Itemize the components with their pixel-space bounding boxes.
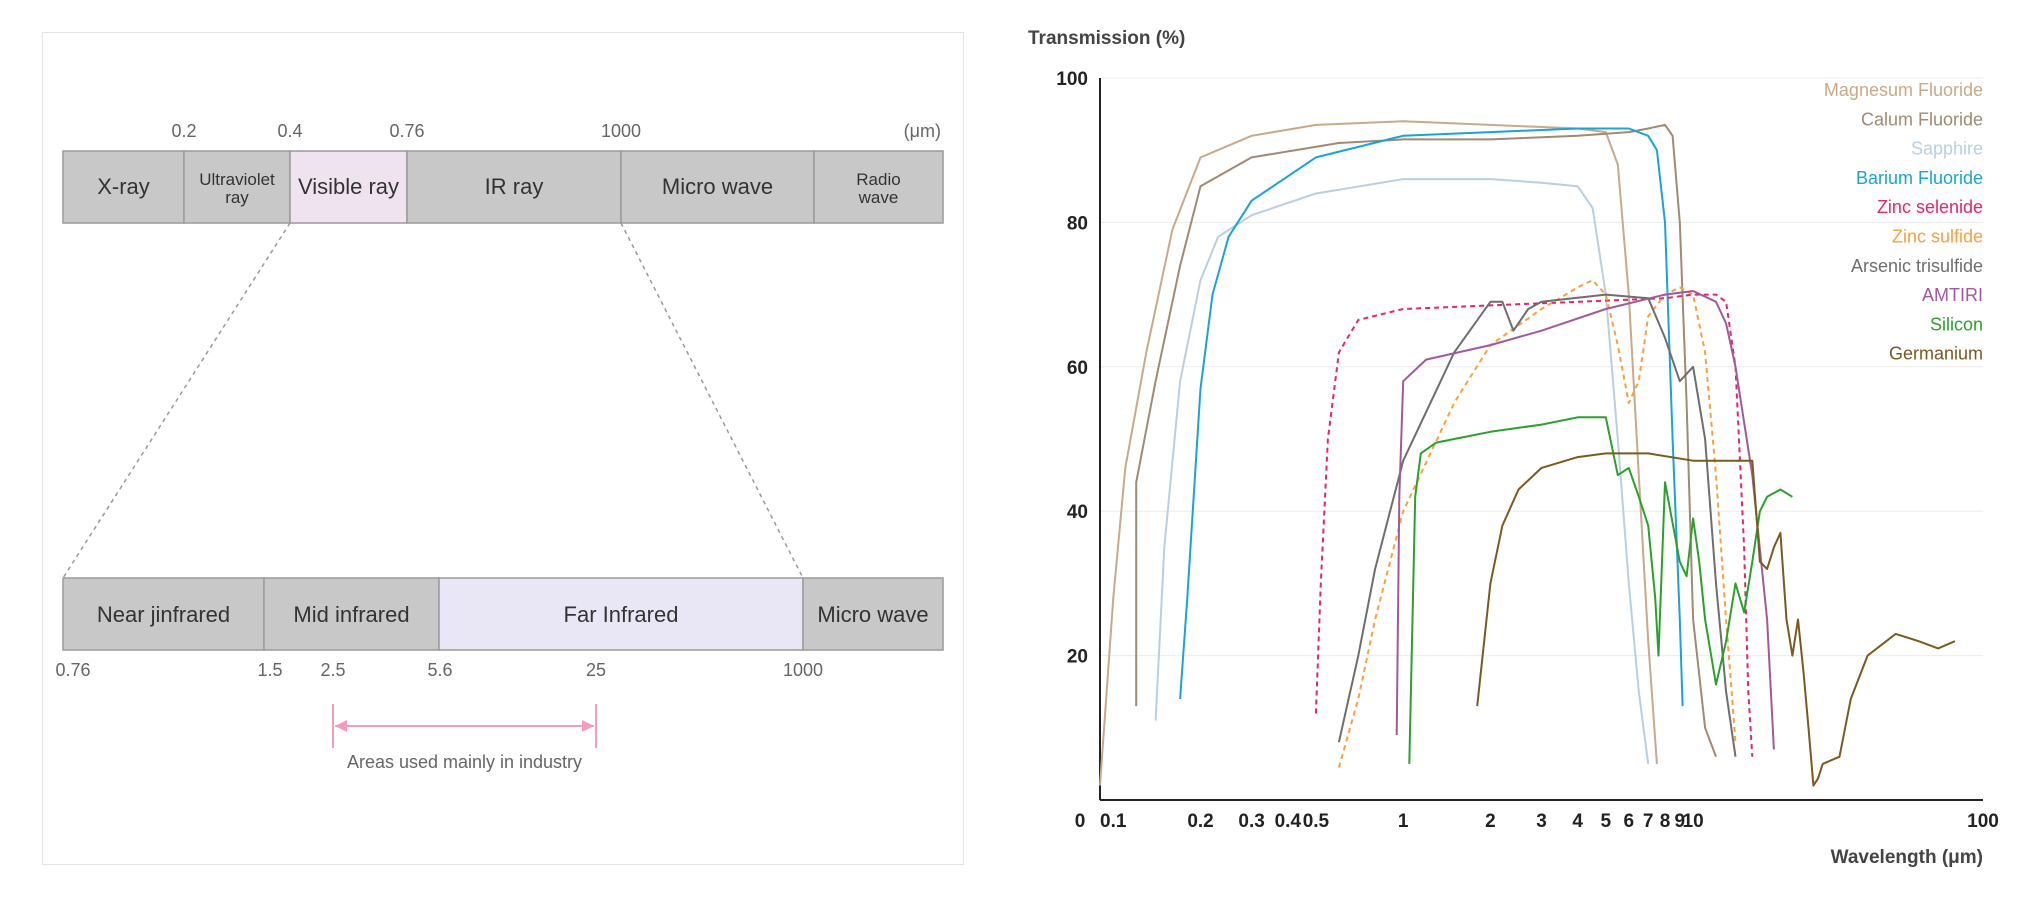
zoom-guide-line-left [62, 222, 291, 579]
x-tick-label: 0.1 [1100, 811, 1127, 832]
x-tick-label: 8 [1660, 811, 1671, 832]
band-far-infrared [438, 577, 804, 651]
legend-entry-silicon: Silicon [1930, 314, 1983, 334]
x-tick-label: 4 [1572, 811, 1583, 832]
top-scale-tick-label: 0.76 [389, 121, 424, 141]
band-label: Ultraviolet [199, 170, 275, 189]
industry-range-label: Areas used mainly in industry [347, 752, 582, 772]
series-line-zinc-selenide [1314, 293, 1754, 757]
legend-entry-barium-fluoride: Barium Fluoride [1856, 168, 1983, 188]
bottom-scale-tick-label: 1000 [783, 660, 823, 680]
legend-entry-zinc-sulfide: Zinc sulfide [1892, 227, 1983, 247]
band-radio-wave [813, 150, 944, 224]
bottom-scale-tick-label: 25 [586, 660, 606, 680]
legend-entry-magnesum-fluoride: Magnesum Fluoride [1824, 80, 1983, 100]
y-axis-title: Transmission (%) [1028, 28, 1185, 49]
industry-range-arrowhead-left [335, 720, 347, 732]
band-x-ray [62, 150, 185, 224]
x-tick-label: 3 [1536, 811, 1547, 832]
x-tick-label: 2 [1485, 811, 1496, 832]
x-tick-label: 0.5 [1303, 811, 1330, 832]
top-scale-tick-label: 1000 [601, 121, 641, 141]
x-tick-label: 6 [1623, 811, 1634, 832]
legend-entry-amtiri: AMTIRI [1922, 285, 1983, 305]
band-label: wave [858, 188, 899, 207]
x-tick-label: 0.2 [1187, 811, 1213, 832]
series-line-amtiri [1395, 290, 1775, 750]
x-tick-label: 100 [1967, 811, 1999, 832]
band-label: Micro wave [662, 174, 773, 199]
spectrum-diagram-panel: 0.2 0.4 0.76 1000 (μm) X-ray Ultraviolet ray Vis… [42, 32, 964, 865]
band-ultraviolet-ray [183, 150, 291, 224]
legend-entry-sapphire: Sapphire [1911, 139, 1983, 159]
x-tick-label: 0.4 [1275, 811, 1302, 832]
x-tick-label: 10 [1683, 811, 1704, 832]
band-micro-wave [802, 577, 944, 651]
band-label: ray [225, 188, 249, 207]
band-label: Micro wave [817, 602, 928, 627]
x-tick-label: 0 [1075, 811, 1086, 832]
series-line-calum-fluoride [1135, 123, 1717, 758]
band-label: Visible ray [298, 174, 399, 199]
bottom-scale-tick-label: 5.6 [427, 660, 452, 680]
band-visible-ray [289, 150, 408, 224]
y-tick-label: 20 [1067, 647, 1088, 668]
x-tick-label: 5 [1601, 811, 1612, 832]
series-line-germanium [1476, 452, 1956, 787]
x-tick-label: 1 [1398, 811, 1409, 832]
band-label: Far Infrared [564, 602, 679, 627]
legend-entry-arsenic-trisulfide: Arsenic trisulfide [1851, 256, 1983, 276]
band-micro-wave [620, 150, 815, 224]
y-tick-label: 60 [1067, 358, 1088, 379]
band-label: Radio [856, 170, 900, 189]
top-scale-unit-label: (μm) [904, 121, 941, 141]
series-line-magnesum-fluoride [1099, 120, 1658, 786]
series-line-silicon [1408, 416, 1793, 764]
legend-entry-calum-fluoride: Calum Fluoride [1861, 109, 1983, 129]
band-mid-infrared [263, 577, 440, 651]
bottom-scale-tick-label: 1.5 [257, 660, 282, 680]
series-line-zinc-sulfide [1337, 279, 1737, 768]
series-line-sapphire [1154, 178, 1650, 765]
top-scale-tick-label: 0.4 [277, 121, 302, 141]
y-tick-label: 100 [1056, 69, 1088, 90]
zoom-guide-line-right [620, 222, 804, 579]
band-label: IR ray [485, 174, 544, 199]
band-near-jinfrared [62, 577, 265, 651]
legend-entry-germanium: Germanium [1889, 344, 1983, 364]
x-tick-label: 9 [1675, 811, 1686, 832]
y-tick-label: 40 [1067, 502, 1088, 523]
bottom-scale-tick-label: 2.5 [320, 660, 345, 680]
band-label: Mid infrared [293, 602, 409, 627]
series-line-barium-fluoride [1179, 127, 1684, 707]
industry-range-arrowhead-right [582, 720, 594, 732]
legend-entry-zinc-selenide: Zinc selenide [1877, 197, 1983, 217]
band-label: X-ray [97, 174, 150, 199]
x-tick-label: 0.3 [1238, 811, 1264, 832]
top-scale-tick-label: 0.2 [171, 121, 196, 141]
bottom-scale-tick-label: 0.76 [55, 660, 90, 680]
transmission-chart: 20 40 60 80 100 0 0.1 0.2 0.3 0.4 0.5 1 2 3 4 5 6 7 8 910 10… [1028, 28, 1999, 868]
band-label: Near jinfrared [97, 602, 230, 627]
x-tick-label: 7 [1643, 811, 1654, 832]
series-line-arsenic-trisulfide [1337, 293, 1737, 757]
x-axis-title: Wavelength (μm) [1831, 847, 1983, 868]
band-ir-ray [406, 150, 622, 224]
y-tick-label: 80 [1067, 213, 1088, 234]
